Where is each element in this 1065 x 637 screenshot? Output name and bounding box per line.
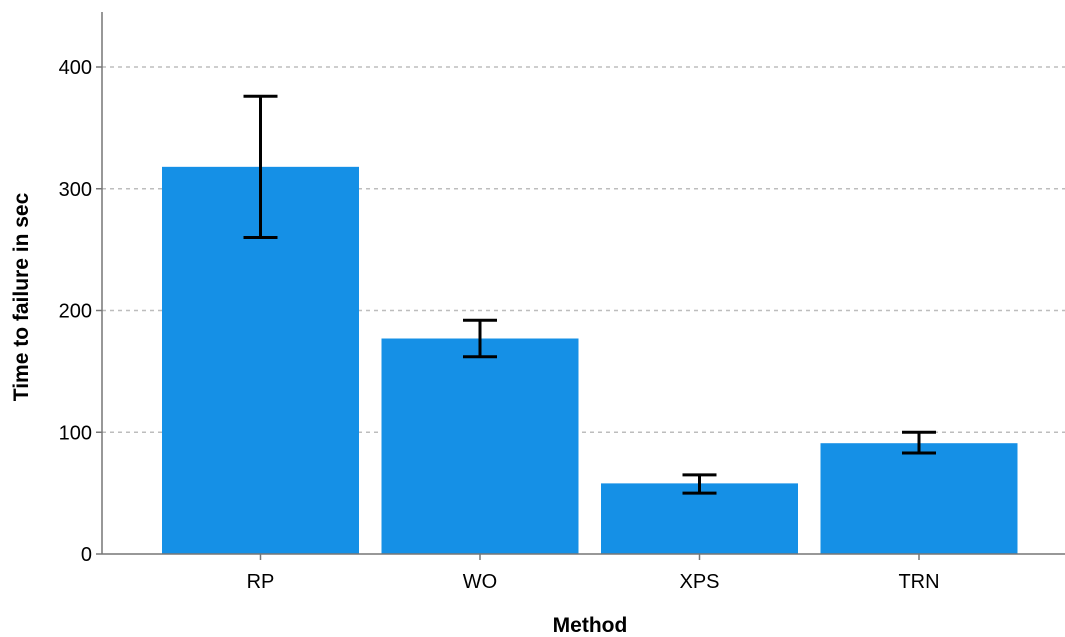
error-bars [243,94,936,495]
tick-labels: 0 100 200 300 400 RP WO XPS TRN [59,57,940,593]
x-tick-label: XPS [679,571,719,593]
x-tick-label: TRN [898,571,939,593]
y-tick-label: 300 [59,179,92,201]
y-axis-title: Time to failure in sec [10,192,33,401]
bar-wo [381,338,579,554]
bar-trn [820,443,1018,554]
x-axis-title: Method [553,614,628,637]
y-tick-label: 100 [59,422,92,444]
bars [162,166,1018,554]
bar-xps [601,483,798,554]
y-tick-label: 200 [59,301,92,323]
axes [101,12,1065,555]
y-tick-label: 400 [59,57,92,79]
x-tick-label: WO [463,571,497,593]
x-tick-label: RP [247,571,275,593]
y-tick-label: 0 [81,544,92,566]
